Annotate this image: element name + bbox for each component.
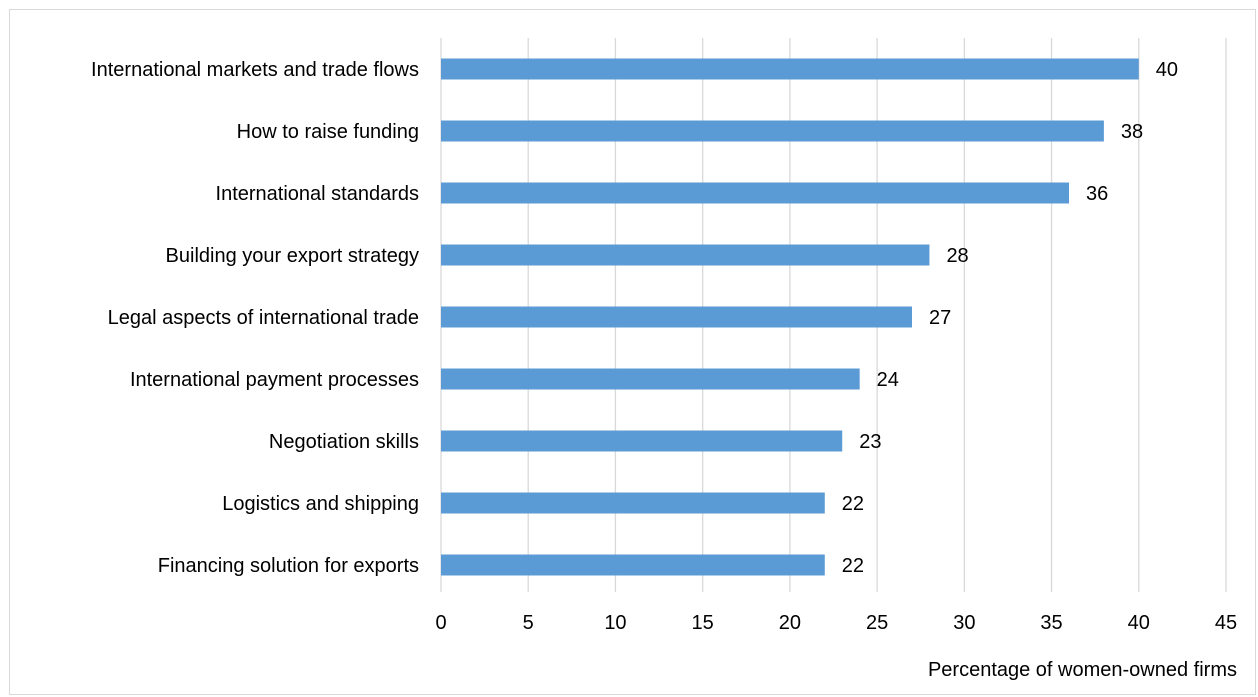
category-label: International payment processes <box>130 369 419 391</box>
x-tick-label: 40 <box>1128 612 1150 634</box>
bar <box>441 306 912 328</box>
bar <box>441 244 930 266</box>
x-tick-label: 15 <box>692 612 714 634</box>
data-label: 27 <box>929 307 951 329</box>
category-label: International standards <box>216 183 419 205</box>
data-label: 22 <box>842 493 864 515</box>
bar <box>441 492 825 514</box>
data-label: 38 <box>1121 121 1143 143</box>
x-tick-label: 20 <box>779 612 801 634</box>
bar <box>441 430 843 452</box>
bar <box>441 58 1139 80</box>
data-label: 28 <box>946 245 968 267</box>
category-label: How to raise funding <box>237 121 419 143</box>
x-tick-label: 45 <box>1215 612 1237 634</box>
x-tick-labels: 0 5 10 15 20 25 30 35 40 45 <box>435 612 1237 634</box>
data-label: 24 <box>877 369 899 391</box>
category-label: Negotiation skills <box>269 431 419 453</box>
x-tick-label: 25 <box>866 612 888 634</box>
category-label: Logistics and shipping <box>222 493 419 515</box>
category-label: International markets and trade flows <box>91 59 419 81</box>
category-labels: International markets and trade flows How… <box>91 59 419 577</box>
data-label: 40 <box>1156 59 1178 81</box>
bar <box>441 120 1104 142</box>
bars <box>441 58 1139 576</box>
x-tick-label: 30 <box>953 612 975 634</box>
x-tick-label: 10 <box>604 612 626 634</box>
data-label: 36 <box>1086 183 1108 205</box>
bar <box>441 182 1069 204</box>
category-label: Financing solution for exports <box>158 555 419 577</box>
bar <box>441 368 860 390</box>
x-tick-label: 35 <box>1040 612 1062 634</box>
category-label: Building your export strategy <box>166 245 419 267</box>
x-tick-label: 0 <box>435 612 446 634</box>
bar <box>441 554 825 576</box>
data-label: 23 <box>859 431 881 453</box>
category-label: Legal aspects of international trade <box>108 307 419 329</box>
data-labels: 40 38 36 28 27 24 23 22 22 <box>842 59 1178 577</box>
x-axis-title: Percentage of women-owned firms <box>928 659 1237 681</box>
data-label: 22 <box>842 555 864 577</box>
x-tick-label: 5 <box>523 612 534 634</box>
